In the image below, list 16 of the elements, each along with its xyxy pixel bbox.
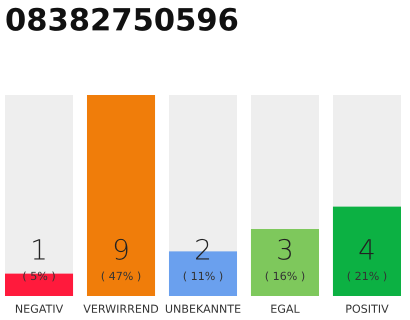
x-tick-label: VERWIRREND (83, 304, 158, 313)
annotation: ( 11% ) (184, 272, 222, 282)
annotation: ( 16% ) (266, 272, 304, 282)
data-label: 3 (278, 238, 291, 260)
bar (5, 274, 74, 296)
data-label: 9 (114, 238, 128, 260)
annotation: ( 47% ) (102, 272, 140, 282)
x-tick-label: POSITIV (346, 304, 389, 313)
annotation: ( 21% ) (348, 272, 386, 282)
x-tick-label: NEGATIV (16, 304, 64, 313)
x-tick-label: UNBEKANNTE (166, 304, 240, 313)
x-tick-label: EGAL (271, 304, 300, 313)
data-label: 4 (359, 239, 374, 260)
chart-title: 08382750596 (6, 8, 238, 31)
data-label: 1 (33, 239, 45, 260)
annotation: ( 5% ) (23, 272, 55, 282)
